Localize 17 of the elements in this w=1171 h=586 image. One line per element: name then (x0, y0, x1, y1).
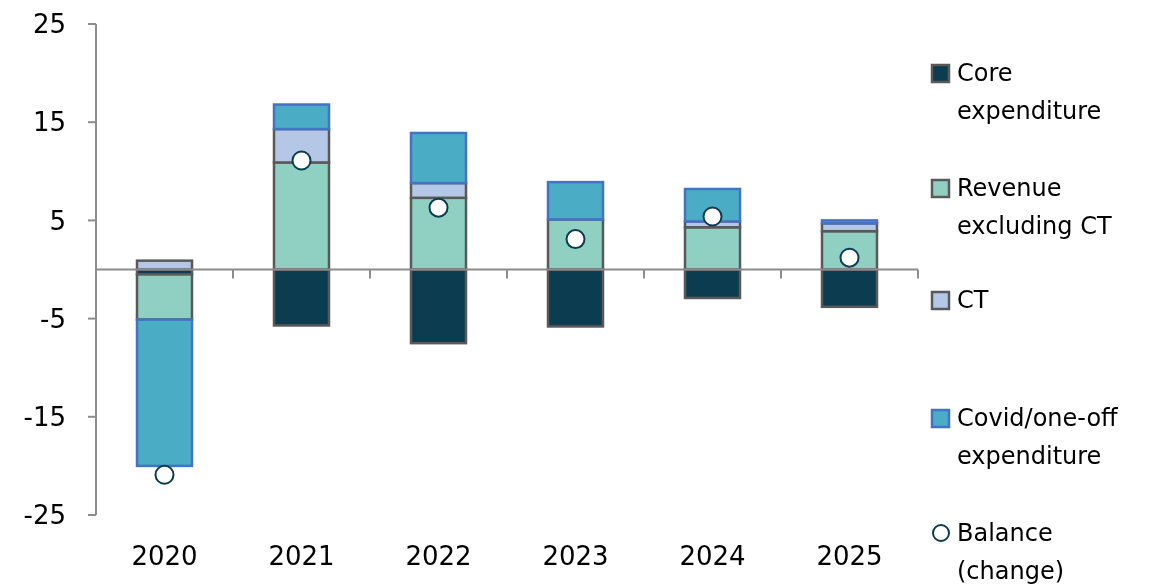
y-tick-label: -5 (40, 303, 66, 334)
x-tick-label: 2022 (405, 541, 472, 571)
y-tick-label: 15 (32, 107, 66, 138)
legend-label: Core expenditure (957, 59, 1102, 125)
y-tick-label: 25 (32, 9, 66, 40)
legend-label: CT (957, 286, 989, 315)
y-tick-label: -15 (23, 401, 66, 432)
x-tick-label: 2021 (268, 541, 335, 571)
x-tick-label: 2023 (542, 541, 609, 571)
legend-label: Revenue excluding CT (957, 174, 1112, 240)
x-tick-label: 2024 (679, 541, 746, 571)
legend-label: Balance (change) (957, 519, 1065, 585)
x-tick-label: 2020 (131, 541, 198, 571)
x-tick-label: 2025 (816, 541, 883, 571)
legend-label: Covid/one-off expenditure (957, 404, 1119, 470)
y-tick-label: 5 (49, 205, 66, 236)
y-tick-label: -25 (23, 500, 66, 531)
